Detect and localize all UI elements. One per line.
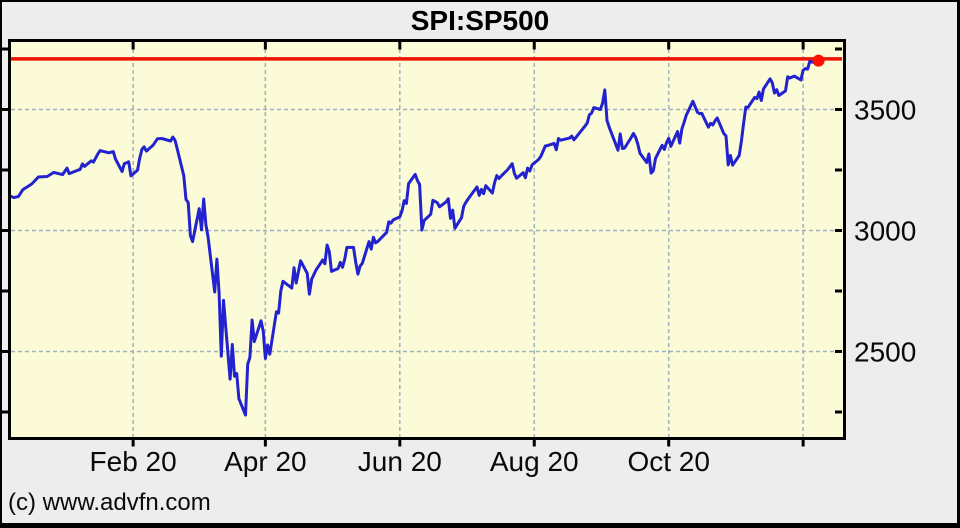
x-axis-label: Aug 20 [490, 446, 579, 477]
x-axis-label: Feb 20 [90, 446, 177, 477]
y-axis-label: 2500 [854, 337, 916, 368]
page-title: SPI:SP500 [410, 5, 550, 36]
y-axis-label: 3000 [854, 216, 916, 247]
plot-layers [11, 42, 842, 437]
advfn-copyright: (c) www.advfn.com [8, 489, 211, 516]
last-price-dot [812, 54, 825, 67]
x-axis-label: Jun 20 [358, 446, 442, 477]
y-axis-label: 3500 [854, 95, 916, 126]
plot-area [9, 40, 845, 439]
x-axis-label: Apr 20 [224, 446, 307, 477]
price-series-line [11, 59, 821, 417]
x-axis-label: Oct 20 [627, 446, 709, 477]
plot-border [8, 39, 846, 440]
